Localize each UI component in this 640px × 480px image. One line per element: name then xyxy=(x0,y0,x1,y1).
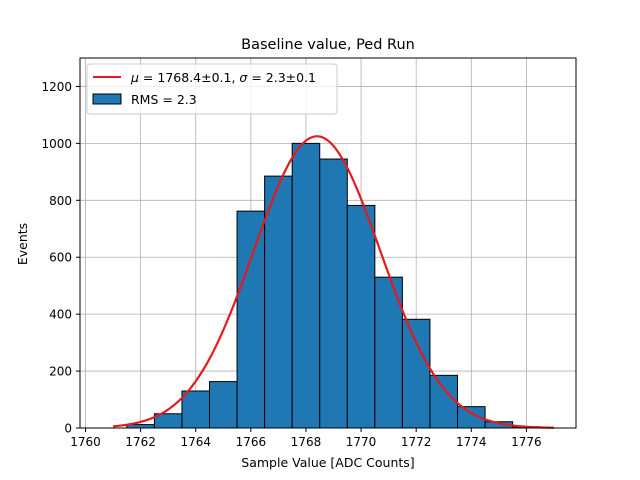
legend-fit-label: μ = 1768.4±0.1, σ = 2.3±0.1 xyxy=(130,70,316,85)
y-tick-label: 400 xyxy=(49,308,72,322)
histogram-bars xyxy=(126,142,541,429)
x-tick-label: 1766 xyxy=(236,435,267,449)
x-tick-label: 1764 xyxy=(180,435,211,449)
legend-mu-symbol: μ xyxy=(130,70,139,85)
histogram-bar xyxy=(291,142,321,429)
y-tick-label: 1000 xyxy=(41,137,72,151)
legend-sigma-symbol: σ xyxy=(239,70,248,85)
y-tick-label: 1200 xyxy=(41,80,72,94)
histogram-bar xyxy=(401,318,431,429)
legend-histogram-swatch xyxy=(92,93,122,105)
y-axis-label: Events xyxy=(15,223,30,265)
legend-box xyxy=(86,63,338,115)
y-tick-label: 600 xyxy=(49,251,72,265)
histogram-bar xyxy=(429,374,459,429)
x-axis-ticks: 1760 1762 1764 1766 1768 1770 1772 1774 1776 xyxy=(70,428,542,449)
legend-mu-value: = 1768.4±0.1, xyxy=(139,70,239,85)
plot-area-frame xyxy=(79,57,577,429)
histogram-bar xyxy=(319,158,348,429)
histogram-bar xyxy=(236,210,266,429)
y-tick-label: 0 xyxy=(64,422,72,436)
legend-histogram-label: RMS = 2.3 xyxy=(131,92,197,107)
legend-sigma-value: = 2.3±0.1 xyxy=(247,70,316,85)
fit-curve xyxy=(112,135,554,429)
x-tick-label: 1762 xyxy=(125,435,156,449)
histogram-bar xyxy=(209,381,238,429)
x-tick-label: 1768 xyxy=(291,435,322,449)
y-tick-label: 800 xyxy=(49,194,72,208)
legend: μ = 1768.4±0.1, σ = 2.3±0.1 RMS = 2.3 xyxy=(86,63,338,115)
x-tick-label: 1772 xyxy=(401,435,432,449)
x-tick-label: 1770 xyxy=(346,435,377,449)
x-tick-label: 1776 xyxy=(511,435,542,449)
gaussian-fit xyxy=(112,135,554,429)
chart-title: Baseline value, Ped Run xyxy=(241,37,415,53)
x-tick-label: 1760 xyxy=(70,435,101,449)
x-axis-label: Sample Value [ADC Counts] xyxy=(241,455,414,470)
y-axis-ticks: 0 200 400 600 800 1000 1200 xyxy=(41,80,80,436)
x-tick-label: 1774 xyxy=(456,435,487,449)
histogram-bar xyxy=(181,390,211,429)
y-tick-label: 200 xyxy=(49,365,72,379)
histogram-bar xyxy=(346,204,376,429)
histogram-bar xyxy=(264,175,293,429)
